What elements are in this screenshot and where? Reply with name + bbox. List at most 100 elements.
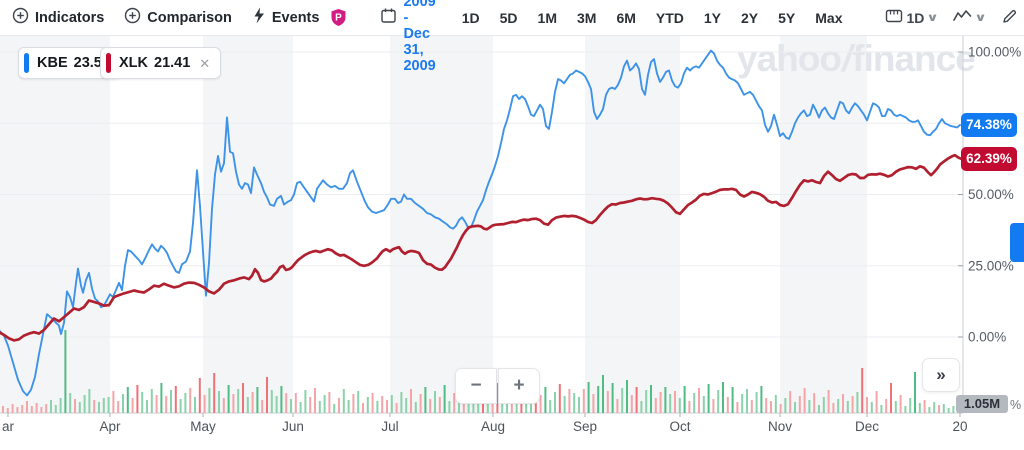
volume-bar xyxy=(947,408,950,413)
range-button-1y[interactable]: 1Y xyxy=(703,9,722,26)
circle-plus-icon xyxy=(124,7,141,28)
xlk-percent-badge: 62.39% xyxy=(961,147,1017,171)
volume-bar xyxy=(952,406,955,413)
volume-bar xyxy=(314,388,316,413)
volume-bar xyxy=(899,395,902,413)
comparison-button[interactable]: Comparison xyxy=(124,7,232,28)
volume-bar xyxy=(50,400,52,413)
volume-bar xyxy=(40,407,43,413)
volume-bar xyxy=(141,392,144,413)
volume-bar xyxy=(678,398,681,413)
volume-bar xyxy=(611,383,614,413)
month-label: Nov xyxy=(768,419,792,434)
range-button-3m[interactable]: 3M xyxy=(576,9,597,26)
watermark-yahoo: yahoo xyxy=(737,38,842,79)
volume-bar xyxy=(712,399,715,413)
interval-dropdown[interactable]: 1D ∨ xyxy=(885,8,940,27)
volume-bar xyxy=(93,400,96,413)
volume-bar xyxy=(304,390,307,413)
volume-bar xyxy=(770,401,772,413)
draw-button[interactable] xyxy=(1001,8,1018,28)
volume-bar xyxy=(179,399,182,413)
close-icon[interactable]: ✕ xyxy=(199,55,211,71)
yahoo-finance-watermark: yahoo/finance xyxy=(737,38,976,80)
volume-bar xyxy=(741,394,744,413)
volume-bar xyxy=(606,391,609,413)
comparison-label: Comparison xyxy=(147,9,232,26)
range-button-max[interactable]: Max xyxy=(815,9,843,26)
volume-bar xyxy=(544,387,547,413)
volume-bar xyxy=(554,392,556,413)
range-button-1d[interactable]: 1D xyxy=(461,9,480,26)
volume-bar xyxy=(938,405,940,413)
events-button[interactable]: Events P xyxy=(252,7,349,28)
volume-bar xyxy=(318,401,321,413)
volume-bar xyxy=(765,398,768,413)
date-range-label: Mar 02, 2009 - Dec 31, 2009 xyxy=(403,0,436,74)
volume-bar xyxy=(342,389,345,413)
volume-bar xyxy=(227,385,230,413)
legend-pill-xlk[interactable]: XLK 21.41 ✕ xyxy=(100,47,222,79)
volume-bar xyxy=(650,385,652,413)
range-button-5d[interactable]: 5D xyxy=(499,9,518,26)
volume-bar xyxy=(635,387,638,413)
volume-bar xyxy=(784,398,787,413)
kbe-line xyxy=(0,49,961,397)
range-button-ytd[interactable]: YTD xyxy=(655,9,684,26)
chart-type-dropdown[interactable]: ∨ xyxy=(953,9,988,26)
volume-bar xyxy=(218,391,220,413)
volume-bar xyxy=(112,391,115,413)
volume-bar xyxy=(170,390,172,413)
date-range-button[interactable]: Mar 02, 2009 - Dec 31, 2009 xyxy=(380,0,436,74)
volume-bar xyxy=(438,397,441,413)
indicators-button[interactable]: Indicators xyxy=(12,7,104,28)
pencil-icon xyxy=(1001,8,1018,28)
volume-bar xyxy=(414,402,417,413)
volume-bar xyxy=(654,398,657,413)
expand-button[interactable]: » xyxy=(922,358,960,392)
volume-bar xyxy=(232,394,235,413)
volume-bar xyxy=(237,389,240,413)
volume-bar xyxy=(832,403,835,413)
volume-bar xyxy=(45,404,48,413)
volume-bar xyxy=(707,384,710,413)
chevron-down-icon: ∨ xyxy=(974,12,988,24)
volume-bar xyxy=(462,396,465,413)
volume-bar xyxy=(88,389,91,413)
zoom-in-button[interactable]: + xyxy=(498,368,540,404)
kbe-percent-badge: 74.38% xyxy=(961,113,1017,137)
volume-bar xyxy=(549,400,552,413)
volume-bar xyxy=(702,396,705,413)
y-axis-label: 100.00% xyxy=(968,45,1021,60)
range-button-6m[interactable]: 6M xyxy=(616,9,636,26)
volume-bar xyxy=(174,386,177,413)
volume-bar xyxy=(918,403,921,413)
volume-bar xyxy=(189,388,192,413)
volume-bar xyxy=(275,396,278,413)
volume-bar xyxy=(381,396,384,413)
volume-bar xyxy=(102,398,105,413)
zoom-out-button[interactable]: − xyxy=(455,368,497,404)
volume-bar xyxy=(35,403,38,413)
month-stripe xyxy=(585,36,680,413)
volume-bar xyxy=(165,396,168,413)
volume-bar xyxy=(510,402,513,413)
volume-bar xyxy=(726,397,729,413)
volume-bar xyxy=(150,389,153,413)
y-axis-label: 25.00% xyxy=(968,258,1014,273)
volume-bar xyxy=(563,396,566,413)
volume-bar xyxy=(736,402,739,413)
volume-bar xyxy=(808,400,811,413)
chevron-down-icon: ∨ xyxy=(926,12,940,24)
volume-bar xyxy=(328,392,331,413)
volume-bar xyxy=(693,393,696,413)
volume-bar xyxy=(270,390,273,413)
volume-bar xyxy=(357,391,360,413)
volume-bar xyxy=(890,383,892,413)
range-button-5y[interactable]: 5Y xyxy=(778,9,796,26)
range-button-2y[interactable]: 2Y xyxy=(741,9,759,26)
xlk-value: 21.41 xyxy=(154,55,191,71)
range-button-1m[interactable]: 1M xyxy=(537,9,557,26)
circle-plus-icon xyxy=(12,7,29,28)
